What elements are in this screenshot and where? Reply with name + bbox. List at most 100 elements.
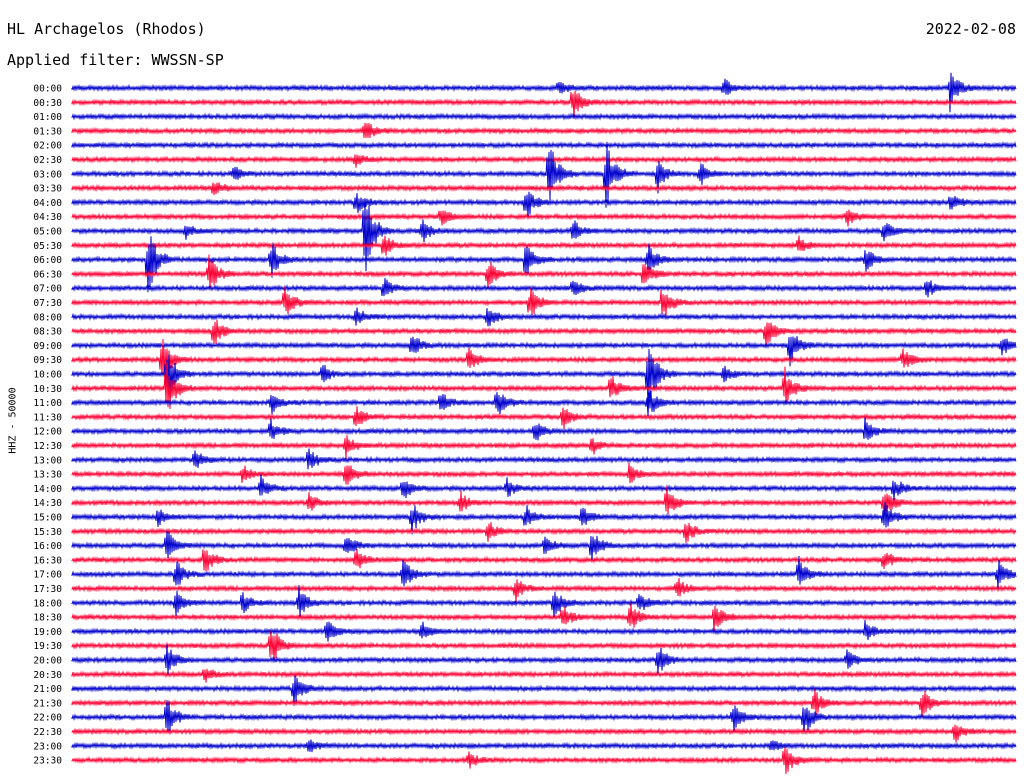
- time-tick-label: 22:00: [33, 713, 62, 724]
- time-tick-label: 00:30: [33, 98, 62, 109]
- filter-label: Applied filter: WWSSN-SP: [7, 51, 224, 69]
- time-tick-label: 15:00: [33, 513, 62, 524]
- trace-line: [71, 348, 1017, 410]
- time-tick-label: 01:00: [33, 112, 62, 123]
- time-tick-label: 01:30: [33, 126, 62, 137]
- time-tick-label: 14:00: [33, 484, 62, 495]
- trace-line: [71, 191, 1017, 218]
- time-tick-label: 09:30: [33, 355, 62, 366]
- time-tick-label: 11:30: [33, 412, 62, 423]
- time-tick-label: 18:00: [33, 598, 62, 609]
- trace-group: [71, 72, 1017, 775]
- trace-line: [71, 435, 1017, 459]
- time-tick-label: 03:30: [33, 184, 62, 195]
- trace-line: [71, 202, 1017, 272]
- time-tick-label: 21:00: [33, 684, 62, 695]
- trace-line: [71, 668, 1017, 683]
- trace-line: [71, 363, 1017, 410]
- date-label: 2022-02-08: [925, 20, 1016, 38]
- trace-line: [71, 277, 1017, 298]
- time-tick-label: 08:30: [33, 327, 62, 338]
- trace-line: [71, 555, 1017, 589]
- time-tick-label: 14:30: [33, 498, 62, 509]
- trace-line: [71, 154, 1017, 168]
- time-tick-label: 09:00: [33, 341, 62, 352]
- trace-line: [71, 235, 1017, 256]
- time-tick-label: 05:00: [33, 227, 62, 238]
- trace-line: [71, 286, 1017, 316]
- time-tick-label: 06:30: [33, 269, 62, 280]
- time-tick-label: 17:30: [33, 584, 62, 595]
- time-tick-label: 17:00: [33, 570, 62, 581]
- trace-line: [71, 112, 1017, 121]
- time-tick-label: 13:00: [33, 455, 62, 466]
- time-tick-label: 19:00: [33, 627, 62, 638]
- time-tick-label: 21:30: [33, 698, 62, 709]
- time-tick-label: 02:30: [33, 155, 62, 166]
- trace-line: [71, 747, 1017, 775]
- trace-line: [71, 630, 1017, 662]
- trace-line: [71, 739, 1017, 753]
- trace-line: [71, 122, 1017, 139]
- trace-line: [71, 688, 1017, 718]
- time-tick-label: 08:00: [33, 312, 62, 323]
- time-tick-label: 02:00: [33, 141, 62, 152]
- time-tick-label: 16:00: [33, 541, 62, 552]
- trace-line: [71, 485, 1017, 518]
- time-tick-label: 04:00: [33, 198, 62, 209]
- trace-line: [71, 254, 1017, 290]
- trace-line: [71, 675, 1017, 706]
- time-ticks: 00:00 00:30 01:00 01:30 02:00 02:30 03:00 03:30…: [33, 84, 62, 767]
- trace-line: [71, 700, 1017, 735]
- time-tick-label: 03:00: [33, 169, 62, 180]
- time-tick-label: 11:00: [33, 398, 62, 409]
- trace-line: [71, 644, 1017, 675]
- time-tick-label: 07:00: [33, 284, 62, 295]
- trace-line: [71, 209, 1017, 227]
- trace-line: [71, 462, 1017, 485]
- trace-line: [71, 338, 1017, 377]
- trace-line: [71, 530, 1017, 561]
- trace-line: [71, 417, 1017, 441]
- trace-line: [71, 236, 1017, 293]
- time-tick-label: 12:00: [33, 427, 62, 438]
- trace-line: [71, 72, 1017, 113]
- trace-line: [71, 307, 1017, 327]
- time-tick-label: 23:30: [33, 756, 62, 767]
- trace-line: [71, 406, 1017, 429]
- trace-line: [71, 336, 1017, 367]
- time-tick-label: 20:30: [33, 670, 62, 681]
- trace-line: [71, 182, 1017, 196]
- time-tick-label: 20:00: [33, 656, 62, 667]
- time-tick-label: 18:30: [33, 613, 62, 624]
- trace-line: [71, 474, 1017, 501]
- time-tick-label: 05:30: [33, 241, 62, 252]
- trace-line: [71, 391, 1017, 416]
- time-tick-label: 04:30: [33, 212, 62, 223]
- trace-line: [71, 91, 1017, 119]
- time-tick-label: 10:30: [33, 384, 62, 395]
- trace-line: [71, 319, 1017, 347]
- trace-line: [71, 501, 1017, 535]
- trace-line: [71, 724, 1017, 743]
- time-tick-label: 16:30: [33, 555, 62, 566]
- time-tick-label: 15:30: [33, 527, 62, 538]
- trace-line: [71, 141, 1017, 150]
- time-tick-label: 06:00: [33, 255, 62, 266]
- time-tick-label: 12:30: [33, 441, 62, 452]
- time-tick-label: 23:00: [33, 741, 62, 752]
- trace-line: [71, 578, 1017, 603]
- station-title: HL Archagelos (Rhodos): [7, 20, 206, 38]
- time-tick-label: 10:00: [33, 370, 62, 381]
- trace-line: [71, 448, 1017, 470]
- time-tick-label: 07:30: [33, 298, 62, 309]
- time-tick-label: 19:30: [33, 641, 62, 652]
- trace-line: [71, 141, 1017, 208]
- trace-line: [71, 620, 1017, 642]
- time-tick-label: 22:30: [33, 727, 62, 738]
- time-tick-label: 00:00: [33, 84, 62, 95]
- time-tick-label: 13:30: [33, 470, 62, 481]
- trace-line: [71, 602, 1017, 634]
- trace-line: [71, 548, 1017, 572]
